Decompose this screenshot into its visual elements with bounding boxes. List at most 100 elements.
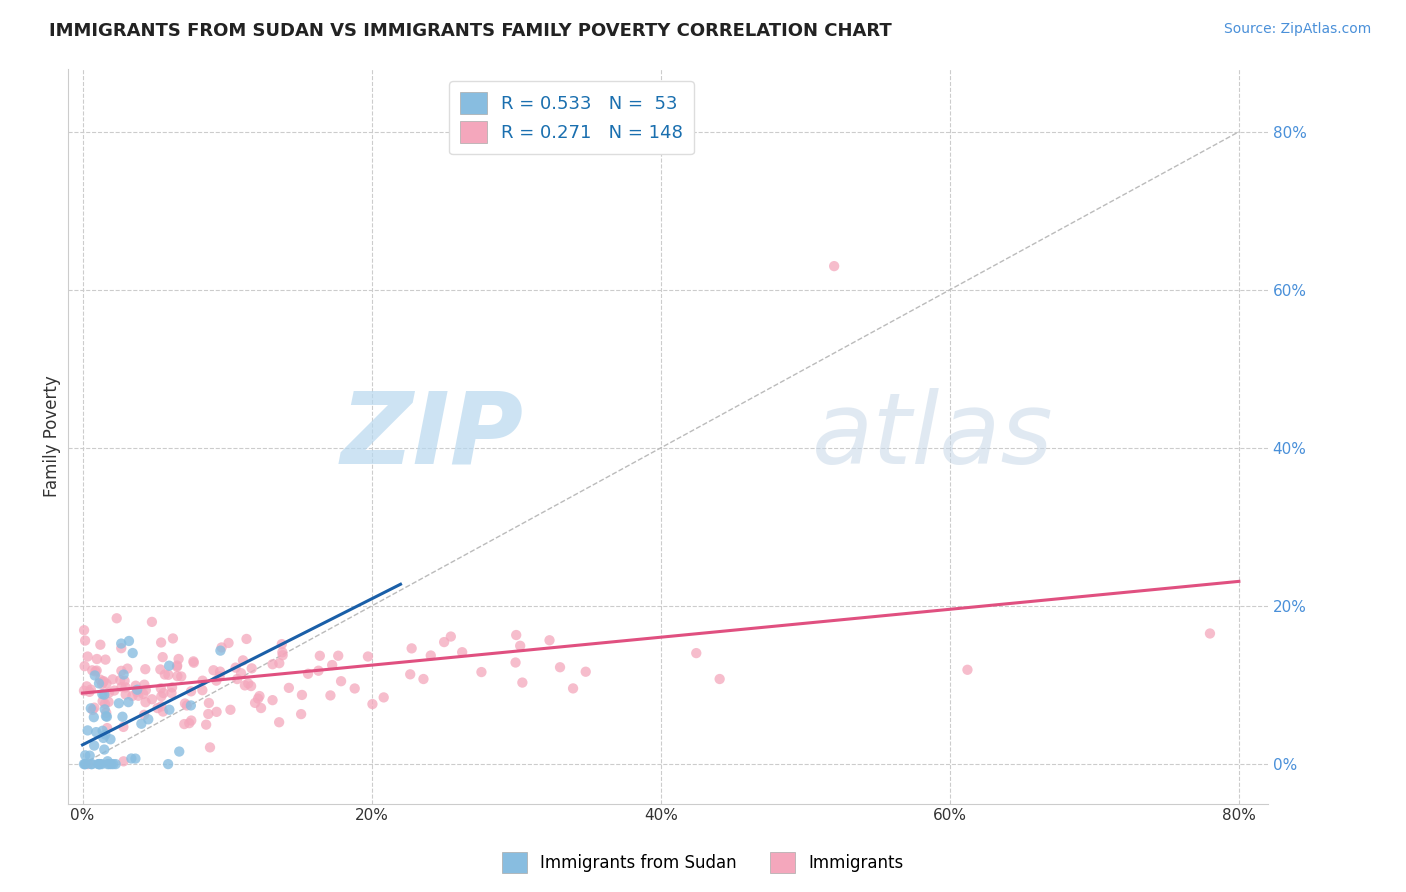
Point xyxy=(73,757,96,772)
Point xyxy=(80,682,103,697)
Point xyxy=(110,680,132,694)
Point xyxy=(75,757,97,772)
Point xyxy=(131,716,153,731)
Point xyxy=(235,632,257,646)
Point xyxy=(89,757,111,772)
Point xyxy=(233,678,256,692)
Point xyxy=(152,650,174,665)
Text: atlas: atlas xyxy=(811,387,1053,484)
Point xyxy=(167,745,190,759)
Point xyxy=(218,636,240,650)
Point xyxy=(330,674,353,689)
Point xyxy=(240,661,263,675)
Point xyxy=(91,674,114,689)
Point xyxy=(209,665,232,679)
Point xyxy=(538,633,561,648)
Point xyxy=(141,692,163,706)
Point xyxy=(110,641,132,656)
Point xyxy=(575,665,598,679)
Point xyxy=(208,669,231,683)
Point xyxy=(176,698,198,713)
Point xyxy=(166,658,188,673)
Point xyxy=(100,757,122,772)
Point xyxy=(328,648,350,663)
Point xyxy=(297,666,319,681)
Point xyxy=(134,678,156,692)
Point xyxy=(76,679,98,693)
Point xyxy=(112,667,135,681)
Text: ZIP: ZIP xyxy=(342,387,524,484)
Point xyxy=(232,653,254,667)
Point xyxy=(685,646,707,660)
Point xyxy=(269,656,291,670)
Point xyxy=(79,748,101,763)
Point xyxy=(96,677,118,691)
Point xyxy=(291,688,314,702)
Point xyxy=(229,666,252,681)
Point xyxy=(277,681,299,695)
Point xyxy=(162,632,184,646)
Point xyxy=(205,705,228,719)
Point xyxy=(157,658,180,673)
Point xyxy=(84,725,107,739)
Point xyxy=(91,723,114,738)
Point xyxy=(149,662,172,676)
Point xyxy=(117,662,139,676)
Point xyxy=(117,695,139,709)
Point xyxy=(73,757,96,772)
Point xyxy=(470,665,492,679)
Point xyxy=(96,709,118,723)
Point xyxy=(160,686,183,700)
Point xyxy=(250,701,273,715)
Point xyxy=(240,679,263,693)
Point xyxy=(180,698,202,713)
Point xyxy=(202,663,225,677)
Point xyxy=(84,665,107,679)
Point xyxy=(183,656,205,670)
Point xyxy=(93,731,115,745)
Point xyxy=(110,673,132,688)
Point xyxy=(243,696,266,710)
Point xyxy=(83,739,105,753)
Point xyxy=(180,684,202,698)
Point xyxy=(91,687,114,701)
Point xyxy=(146,701,169,715)
Point xyxy=(134,695,156,709)
Point xyxy=(152,686,174,700)
Point xyxy=(271,648,294,663)
Point xyxy=(198,740,221,755)
Point xyxy=(548,660,571,674)
Point xyxy=(118,634,141,648)
Point xyxy=(401,641,423,656)
Point xyxy=(89,638,111,652)
Point xyxy=(290,707,312,722)
Point xyxy=(136,712,159,726)
Point xyxy=(124,751,146,765)
Point xyxy=(110,664,132,678)
Point xyxy=(160,681,183,695)
Point xyxy=(93,674,115,689)
Point xyxy=(104,757,127,772)
Point xyxy=(75,748,97,763)
Point xyxy=(319,689,342,703)
Point xyxy=(86,652,108,666)
Point xyxy=(562,681,585,696)
Point xyxy=(80,701,103,715)
Point xyxy=(94,709,117,723)
Point xyxy=(90,757,112,772)
Point xyxy=(77,757,100,772)
Point xyxy=(170,669,193,683)
Point xyxy=(112,720,135,734)
Point xyxy=(205,673,228,688)
Point xyxy=(709,672,731,686)
Point xyxy=(97,754,120,768)
Point xyxy=(100,732,122,747)
Point xyxy=(226,672,249,686)
Point xyxy=(127,682,149,697)
Point xyxy=(125,679,148,693)
Point xyxy=(308,664,330,678)
Point xyxy=(112,755,135,769)
Point xyxy=(269,715,291,730)
Point xyxy=(173,717,195,731)
Point xyxy=(512,675,534,690)
